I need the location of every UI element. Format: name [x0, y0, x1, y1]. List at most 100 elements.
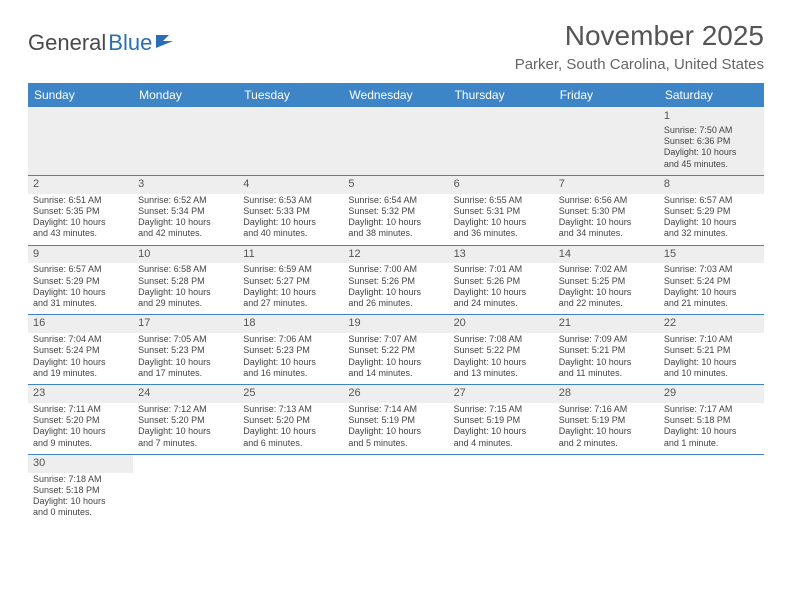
day-detail-line: Sunrise: 7:13 AM [243, 404, 338, 415]
flag-icon [155, 34, 177, 50]
day-detail-line: Sunrise: 7:01 AM [454, 264, 549, 275]
day-cell: 14Sunrise: 7:02 AMSunset: 5:25 PMDayligh… [554, 246, 659, 315]
day-cell: 24Sunrise: 7:12 AMSunset: 5:20 PMDayligh… [133, 385, 238, 454]
day-detail-line: and 21 minutes. [664, 298, 759, 309]
day-detail-line: Daylight: 10 hours [243, 287, 338, 298]
day-detail-line: and 42 minutes. [138, 228, 233, 239]
day-cell: 22Sunrise: 7:10 AMSunset: 5:21 PMDayligh… [659, 315, 764, 384]
day-detail-line: Daylight: 10 hours [243, 426, 338, 437]
day-detail-line: Daylight: 10 hours [664, 217, 759, 228]
week-row: 30Sunrise: 7:18 AMSunset: 5:18 PMDayligh… [28, 455, 764, 524]
day-cell: 30Sunrise: 7:18 AMSunset: 5:18 PMDayligh… [28, 455, 133, 524]
day-detail-line: Sunset: 5:18 PM [33, 485, 128, 496]
day-detail-line: and 5 minutes. [348, 438, 443, 449]
day-detail-line: and 13 minutes. [454, 368, 549, 379]
day-cell: 23Sunrise: 7:11 AMSunset: 5:20 PMDayligh… [28, 385, 133, 454]
day-number: 27 [449, 385, 554, 403]
day-cell: 28Sunrise: 7:16 AMSunset: 5:19 PMDayligh… [554, 385, 659, 454]
week-row: 9Sunrise: 6:57 AMSunset: 5:29 PMDaylight… [28, 246, 764, 316]
day-detail-line: Sunset: 5:26 PM [454, 276, 549, 287]
day-detail-line: Daylight: 10 hours [559, 426, 654, 437]
day-detail-line: Daylight: 10 hours [33, 287, 128, 298]
weekday-header: Wednesday [343, 83, 448, 107]
day-detail-line: and 31 minutes. [33, 298, 128, 309]
weekday-header-row: SundayMondayTuesdayWednesdayThursdayFrid… [28, 83, 764, 107]
day-cell [238, 107, 343, 175]
day-cell: 6Sunrise: 6:55 AMSunset: 5:31 PMDaylight… [449, 176, 554, 245]
day-detail-line: Daylight: 10 hours [138, 426, 233, 437]
day-detail-line: and 16 minutes. [243, 368, 338, 379]
day-cell [28, 107, 133, 175]
day-detail-line: Sunrise: 7:02 AM [559, 264, 654, 275]
day-number: 23 [28, 385, 133, 403]
day-number: 12 [343, 246, 448, 264]
day-detail-line: Daylight: 10 hours [559, 287, 654, 298]
day-detail-line: Sunset: 5:24 PM [33, 345, 128, 356]
day-cell: 21Sunrise: 7:09 AMSunset: 5:21 PMDayligh… [554, 315, 659, 384]
day-detail-line: Sunset: 5:24 PM [664, 276, 759, 287]
day-cell: 4Sunrise: 6:53 AMSunset: 5:33 PMDaylight… [238, 176, 343, 245]
day-detail-line: Sunset: 5:30 PM [559, 206, 654, 217]
weekday-header: Friday [554, 83, 659, 107]
weekday-header: Tuesday [238, 83, 343, 107]
day-cell: 25Sunrise: 7:13 AMSunset: 5:20 PMDayligh… [238, 385, 343, 454]
day-detail-line: Daylight: 10 hours [664, 357, 759, 368]
day-cell: 9Sunrise: 6:57 AMSunset: 5:29 PMDaylight… [28, 246, 133, 315]
day-detail-line: Daylight: 10 hours [348, 287, 443, 298]
day-detail-line: Sunset: 5:31 PM [454, 206, 549, 217]
day-cell [449, 107, 554, 175]
day-detail-line: Daylight: 10 hours [243, 357, 338, 368]
weekday-header: Thursday [449, 83, 554, 107]
day-cell [554, 455, 659, 524]
day-detail-line: Daylight: 10 hours [454, 426, 549, 437]
day-detail-line: and 38 minutes. [348, 228, 443, 239]
day-detail-line: and 4 minutes. [454, 438, 549, 449]
day-cell: 15Sunrise: 7:03 AMSunset: 5:24 PMDayligh… [659, 246, 764, 315]
day-detail-line: Daylight: 10 hours [243, 217, 338, 228]
day-number: 18 [238, 315, 343, 333]
day-detail-line: Sunrise: 7:03 AM [664, 264, 759, 275]
day-detail-line: Sunset: 5:27 PM [243, 276, 338, 287]
day-detail-line: Sunrise: 7:09 AM [559, 334, 654, 345]
day-number: 19 [343, 315, 448, 333]
day-detail-line: Sunrise: 6:55 AM [454, 195, 549, 206]
day-number: 8 [659, 176, 764, 194]
day-cell [343, 107, 448, 175]
day-detail-line: Sunrise: 6:58 AM [138, 264, 233, 275]
week-row: 1Sunrise: 7:50 AMSunset: 6:36 PMDaylight… [28, 107, 764, 176]
day-number: 5 [343, 176, 448, 194]
day-cell: 26Sunrise: 7:14 AMSunset: 5:19 PMDayligh… [343, 385, 448, 454]
day-detail-line: Daylight: 10 hours [454, 217, 549, 228]
day-detail-line: and 26 minutes. [348, 298, 443, 309]
day-cell: 20Sunrise: 7:08 AMSunset: 5:22 PMDayligh… [449, 315, 554, 384]
day-detail-line: and 24 minutes. [454, 298, 549, 309]
day-detail-line: and 0 minutes. [33, 507, 128, 518]
day-detail-line: Sunrise: 7:06 AM [243, 334, 338, 345]
day-detail-line: Sunset: 6:36 PM [664, 136, 759, 147]
week-row: 16Sunrise: 7:04 AMSunset: 5:24 PMDayligh… [28, 315, 764, 385]
day-detail-line: Daylight: 10 hours [664, 147, 759, 158]
day-detail-line: Sunrise: 7:08 AM [454, 334, 549, 345]
day-detail-line: Sunrise: 7:50 AM [664, 125, 759, 136]
day-detail-line: Sunset: 5:29 PM [33, 276, 128, 287]
day-cell: 19Sunrise: 7:07 AMSunset: 5:22 PMDayligh… [343, 315, 448, 384]
day-number: 20 [449, 315, 554, 333]
day-number: 4 [238, 176, 343, 194]
day-number: 3 [133, 176, 238, 194]
day-detail-line: Sunset: 5:19 PM [348, 415, 443, 426]
day-detail-line: Sunset: 5:20 PM [138, 415, 233, 426]
day-detail-line: Sunset: 5:23 PM [138, 345, 233, 356]
day-detail-line: and 32 minutes. [664, 228, 759, 239]
day-detail-line: Daylight: 10 hours [454, 357, 549, 368]
day-detail-line: Sunset: 5:22 PM [454, 345, 549, 356]
day-detail-line: Sunrise: 7:17 AM [664, 404, 759, 415]
day-detail-line: and 27 minutes. [243, 298, 338, 309]
day-cell: 11Sunrise: 6:59 AMSunset: 5:27 PMDayligh… [238, 246, 343, 315]
day-detail-line: Daylight: 10 hours [348, 426, 443, 437]
day-number: 2 [28, 176, 133, 194]
day-cell [343, 455, 448, 524]
day-detail-line: and 34 minutes. [559, 228, 654, 239]
brand-word-1: General [28, 30, 106, 56]
weekday-header: Saturday [659, 83, 764, 107]
day-cell: 3Sunrise: 6:52 AMSunset: 5:34 PMDaylight… [133, 176, 238, 245]
